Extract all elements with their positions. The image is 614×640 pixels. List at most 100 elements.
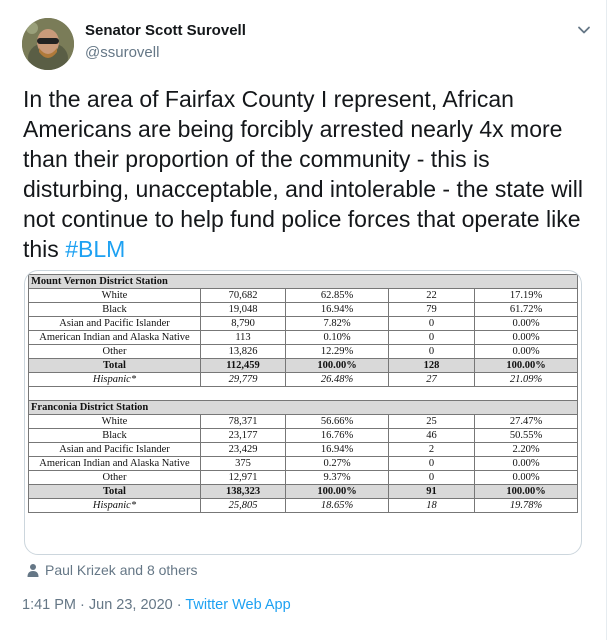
tweet-text-body: In the area of Fairfax County I represen… <box>23 86 584 262</box>
table-cell: 13,826 <box>200 344 286 359</box>
table-cell: 0 <box>388 344 475 359</box>
table-cell: 26.48% <box>285 372 389 387</box>
table-cell: 79 <box>388 302 475 317</box>
table-cell: 70,682 <box>200 288 286 303</box>
table-cell: 0.27% <box>285 456 389 471</box>
row-label: Black <box>28 302 201 317</box>
table-cell: 375 <box>200 456 286 471</box>
table-cell: 78,371 <box>200 414 286 429</box>
section-title: Mount Vernon District Station <box>27 274 579 289</box>
table-cell: 16.76% <box>285 428 389 443</box>
table-row: American Indian and Alaska Native 375 0.27… <box>28 456 579 471</box>
table-cell: 2.20% <box>473 442 579 457</box>
row-label: Other <box>28 470 201 485</box>
table-row: Hispanic* 25,805 18.65% 18 19.78% <box>28 498 579 513</box>
table-cell: 46 <box>388 428 475 443</box>
chevron-down-icon[interactable] <box>576 22 592 38</box>
table-cell: 138,323 <box>200 484 286 499</box>
table-cell: 0.00% <box>473 456 579 471</box>
table-row: American Indian and Alaska Native 113 0.10… <box>28 330 579 345</box>
table-cell: 0 <box>388 316 475 331</box>
table-row: White 78,371 56.66% 25 27.47% <box>28 414 579 429</box>
row-label: Total <box>28 358 201 373</box>
table-row: Total 138,323 100.00% 91 100.00% <box>28 484 579 499</box>
likes-summary[interactable]: Paul Krizek and 8 others <box>27 562 198 578</box>
table-cell: 100.00% <box>285 484 389 499</box>
table-cell: 16.94% <box>285 302 389 317</box>
table-cell: 112,459 <box>200 358 286 373</box>
table-row: Hispanic* 29,779 26.48% 27 21.09% <box>28 372 579 387</box>
table-cell: 27 <box>388 372 475 387</box>
row-label: Other <box>28 344 201 359</box>
author-name[interactable]: Senator Scott Surovell <box>85 22 246 39</box>
table-row: White 70,682 62.85% 22 17.19% <box>28 288 579 303</box>
table-cell: 12,971 <box>200 470 286 485</box>
section-header: Franconia District Station <box>27 400 579 415</box>
row-label: Black <box>28 428 201 443</box>
row-label: Hispanic* <box>28 498 201 513</box>
gap-cell <box>27 386 579 401</box>
table-gap <box>27 386 579 401</box>
table-cell: 25,805 <box>200 498 286 513</box>
table-cell: 2 <box>388 442 475 457</box>
tweet-text: In the area of Fairfax County I represen… <box>23 84 595 264</box>
row-label: American Indian and Alaska Native <box>28 330 201 345</box>
hashtag-link[interactable]: #BLM <box>65 236 126 262</box>
table-cell: 12.29% <box>285 344 389 359</box>
table-cell: 23,429 <box>200 442 286 457</box>
table-row: Asian and Pacific Islander 23,429 16.94% 2 2… <box>28 442 579 457</box>
row-label: Asian and Pacific Islander <box>28 442 201 457</box>
table-row: Black 23,177 16.76% 46 50.55% <box>28 428 579 443</box>
table-cell: 8,790 <box>200 316 286 331</box>
table-cell: 18.65% <box>285 498 389 513</box>
row-label: White <box>28 414 201 429</box>
table-cell: 100.00% <box>285 358 389 373</box>
table-row: Total 112,459 100.00% 128 100.00% <box>28 358 579 373</box>
table-row: Other 13,826 12.29% 0 0.00% <box>28 344 579 359</box>
table-cell: 9.37% <box>285 470 389 485</box>
table-cell: 29,779 <box>200 372 286 387</box>
author-handle[interactable]: @ssurovell <box>85 44 160 61</box>
table-cell: 17.19% <box>473 288 579 303</box>
table-cell: 0.00% <box>473 316 579 331</box>
table-cell: 22 <box>388 288 475 303</box>
table-cell: 0 <box>388 330 475 345</box>
table-cell: 0.00% <box>473 344 579 359</box>
table-cell: 0 <box>388 456 475 471</box>
likes-text: Paul Krizek and 8 others <box>45 562 198 578</box>
avatar[interactable] <box>22 18 74 70</box>
table-cell: 19,048 <box>200 302 286 317</box>
table-cell: 100.00% <box>473 484 579 499</box>
table-cell: 91 <box>388 484 475 499</box>
table-cell: 61.72% <box>473 302 579 317</box>
table-cell: 128 <box>388 358 475 373</box>
row-label: Total <box>28 484 201 499</box>
section-title: Franconia District Station <box>27 400 579 415</box>
table-cell: 19.78% <box>473 498 579 513</box>
arrest-stats-table: Mount Vernon District Station White 70,682… <box>27 274 579 513</box>
table-row: Asian and Pacific Islander 8,790 7.82% 0 0.0… <box>28 316 579 331</box>
person-icon <box>27 563 39 577</box>
table-cell: 23,177 <box>200 428 286 443</box>
table-cell: 0 <box>388 470 475 485</box>
tweet-timestamp: 1:41 PM · Jun 23, 2020 · Twitter Web App <box>22 597 291 613</box>
table-cell: 25 <box>388 414 475 429</box>
table-cell: 56.66% <box>285 414 389 429</box>
table-cell: 21.09% <box>473 372 579 387</box>
table-row: Other 12,971 9.37% 0 0.00% <box>28 470 579 485</box>
table-cell: 0.00% <box>473 470 579 485</box>
table-cell: 100.00% <box>473 358 579 373</box>
source-link[interactable]: Twitter Web App <box>185 597 291 613</box>
table-row: Black 19,048 16.94% 79 61.72% <box>28 302 579 317</box>
timestamp-text[interactable]: 1:41 PM · Jun 23, 2020 · <box>22 597 186 613</box>
table-cell: 27.47% <box>473 414 579 429</box>
table-cell: 50.55% <box>473 428 579 443</box>
table-cell: 7.82% <box>285 316 389 331</box>
table-cell: 0.00% <box>473 330 579 345</box>
tweet-image[interactable]: Mount Vernon District Station White 70,682… <box>24 270 582 555</box>
table-cell: 113 <box>200 330 286 345</box>
table-cell: 0.10% <box>285 330 389 345</box>
row-label: Asian and Pacific Islander <box>28 316 201 331</box>
table-cell: 62.85% <box>285 288 389 303</box>
